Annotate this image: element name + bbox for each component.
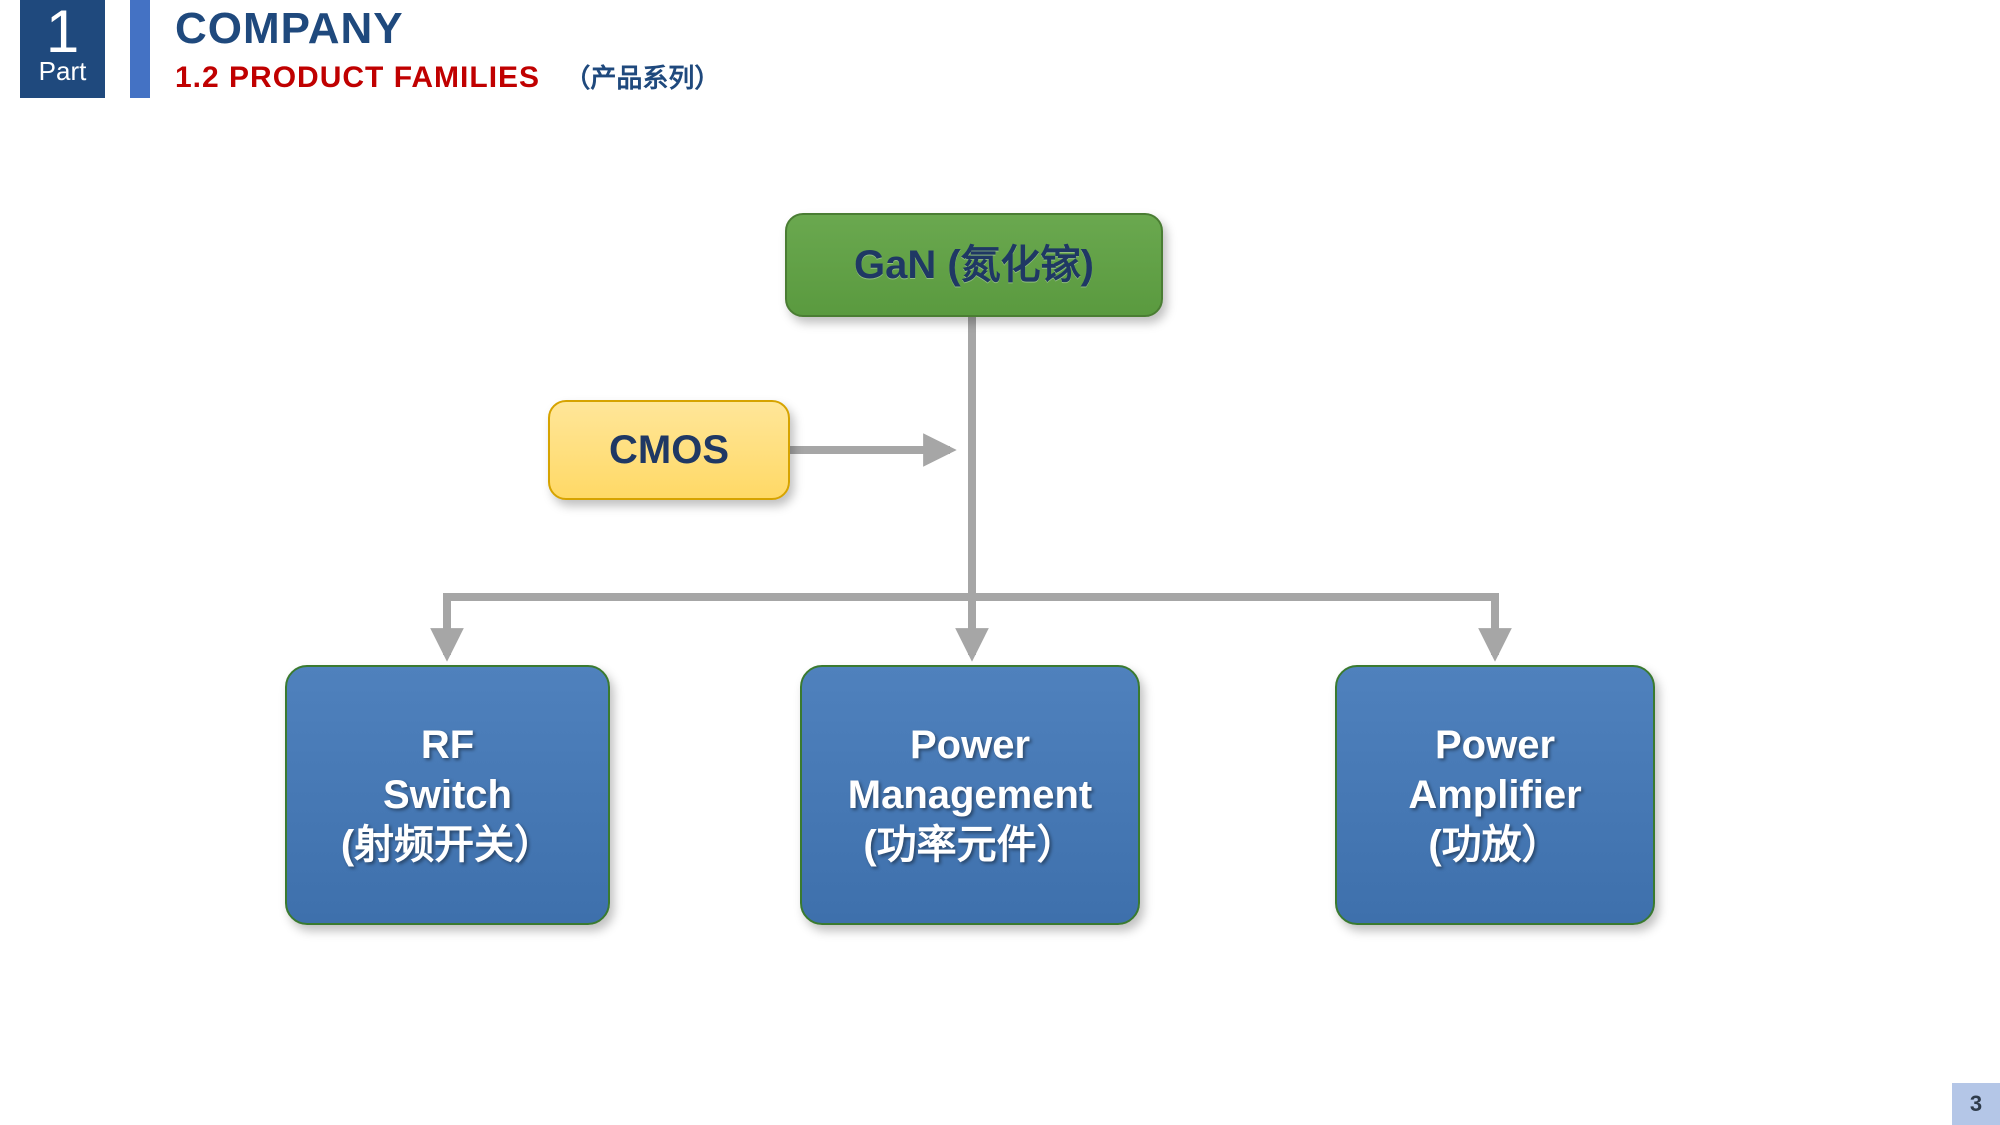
part-badge: 1 Part bbox=[20, 0, 105, 98]
part-number: 1 bbox=[20, 0, 105, 62]
node-rf-switch: RF Switch (射频开关） bbox=[285, 665, 610, 925]
subtitle-zh: （产品系列） bbox=[564, 63, 720, 93]
node-power-management: Power Management (功率元件） bbox=[800, 665, 1140, 925]
node-gan: GaN (氮化镓) bbox=[785, 213, 1163, 317]
node-pm-label: Power Management (功率元件） bbox=[848, 720, 1093, 870]
part-label: Part bbox=[20, 58, 105, 84]
subtitle-en: 1.2 PRODUCT FAMILIES bbox=[175, 61, 540, 94]
node-gan-label: GaN (氮化镓) bbox=[854, 240, 1094, 290]
page-subtitle: 1.2 PRODUCT FAMILIES （产品系列） bbox=[175, 58, 720, 95]
node-cmos-label: CMOS bbox=[609, 425, 729, 475]
node-cmos: CMOS bbox=[548, 400, 790, 500]
page-number: 3 bbox=[1952, 1083, 2000, 1125]
page-title: COMPANY bbox=[175, 4, 404, 54]
node-rf-label: RF Switch (射频开关） bbox=[341, 720, 554, 870]
node-power-amplifier: Power Amplifier (功放） bbox=[1335, 665, 1655, 925]
node-pa-label: Power Amplifier (功放） bbox=[1408, 720, 1581, 870]
diagram-connectors bbox=[0, 0, 2000, 1125]
header-accent-bar bbox=[130, 0, 150, 98]
